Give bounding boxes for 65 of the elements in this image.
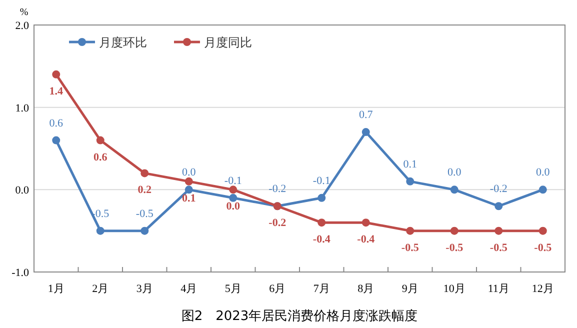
data-label: -0.5: [446, 242, 464, 254]
x-tick-label: 10月: [443, 283, 466, 295]
x-tick-label: 6月: [269, 283, 286, 295]
text: 图2 2023年居民消费价格月度涨跌幅度: [181, 308, 418, 324]
x-tick-label: 3月: [136, 283, 153, 295]
data-label: -0.5: [136, 208, 154, 220]
point: [140, 226, 149, 235]
data-label: -0.2: [268, 217, 287, 230]
x-tick-label: 5月: [224, 283, 242, 295]
y-tick-label: -1.0: [12, 267, 30, 279]
x-tick-label: 12月: [532, 283, 554, 295]
data-label: -0.2: [268, 183, 286, 196]
data-label: 0.1: [403, 158, 417, 170]
point: [184, 177, 193, 186]
y-tick-label: 0.0: [15, 184, 30, 197]
data-label: -0.4: [357, 234, 376, 246]
data-label: 0.2: [138, 184, 152, 196]
point: [450, 226, 458, 235]
data-label: -0.1: [224, 174, 242, 187]
data-label: -0.4: [312, 234, 331, 246]
point: [538, 186, 547, 194]
point: [96, 226, 104, 235]
point: [52, 136, 60, 144]
data-label: 0.1: [182, 192, 196, 204]
point: [140, 169, 149, 178]
y-axis-title: %: [20, 7, 28, 18]
point: [538, 226, 547, 235]
point: [494, 202, 503, 210]
point: [406, 177, 414, 186]
data-label: 0.0: [182, 166, 196, 179]
data-label: -0.5: [534, 242, 552, 254]
data-label: -0.5: [490, 242, 508, 254]
x-tick-label: 7月: [313, 283, 330, 295]
data-label: 0.6: [94, 151, 108, 164]
legend-label: 月度环比: [99, 36, 147, 50]
data-label: 0.6: [49, 117, 64, 130]
point: [318, 218, 326, 227]
point: [229, 194, 238, 202]
y-tick-label: 2.0: [15, 20, 30, 32]
point: [494, 226, 503, 235]
point: [318, 194, 326, 202]
point: [406, 226, 414, 235]
point: [362, 128, 370, 136]
point: [450, 186, 458, 194]
point: [96, 136, 104, 144]
point: [229, 186, 238, 194]
data-label: 0.0: [536, 166, 550, 179]
x-tick-label: 4月: [180, 283, 198, 295]
x-tick-label: 8月: [358, 283, 374, 295]
point: [52, 70, 60, 78]
x-tick-label: 2月: [92, 283, 109, 295]
x-tick-label: 11月: [488, 283, 510, 295]
x-tick-label: 9月: [402, 283, 418, 295]
data-label: 0.0: [448, 166, 462, 179]
point: [362, 218, 370, 227]
point: [184, 186, 193, 194]
legend-label: 月度同比: [204, 36, 252, 50]
data-label: -0.1: [312, 174, 330, 187]
data-label: 0.7: [359, 109, 374, 122]
data-label: -0.2: [490, 183, 508, 196]
data-label: -0.5: [401, 242, 420, 254]
y-tick-label: 1.0: [15, 102, 30, 114]
data-label: 0.0: [226, 200, 240, 213]
data-label: 1.4: [49, 85, 64, 98]
x-tick-label: 1月: [48, 283, 64, 295]
